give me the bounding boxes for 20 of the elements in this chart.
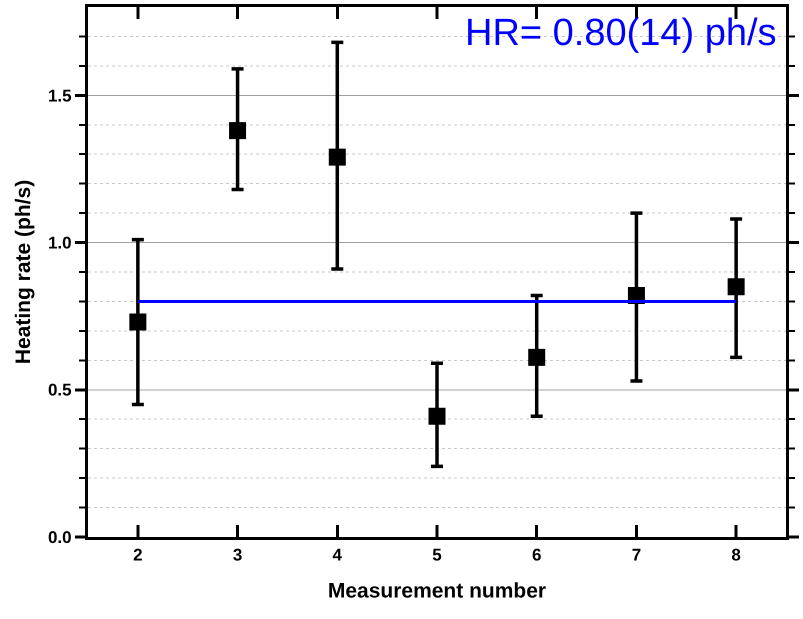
point <box>728 278 745 296</box>
x-tick-label: 4 <box>332 545 343 564</box>
x-tick-label: 3 <box>232 545 242 564</box>
x-tick-label: 6 <box>532 545 542 564</box>
x-tick-label: 7 <box>632 545 642 564</box>
point <box>129 314 146 331</box>
point <box>229 122 246 140</box>
point <box>528 348 546 366</box>
y-axis-title: Heating rate (ph/s) <box>12 180 36 364</box>
point <box>428 408 446 425</box>
x-axis-title: Measurement number <box>328 580 546 603</box>
y-tick-label: 1.0 <box>48 234 72 253</box>
y-tick-label: 0.0 <box>48 528 72 547</box>
y-tick-label: 0.5 <box>48 380 72 400</box>
x-tick-label: 8 <box>731 545 741 564</box>
x-tick-label: 5 <box>432 545 442 564</box>
y-tick-label: 1.5 <box>48 86 72 106</box>
annotation: HR= 0.80(14) ph/s <box>465 12 777 54</box>
x-tick-label: 2 <box>133 545 143 564</box>
point <box>328 148 346 166</box>
